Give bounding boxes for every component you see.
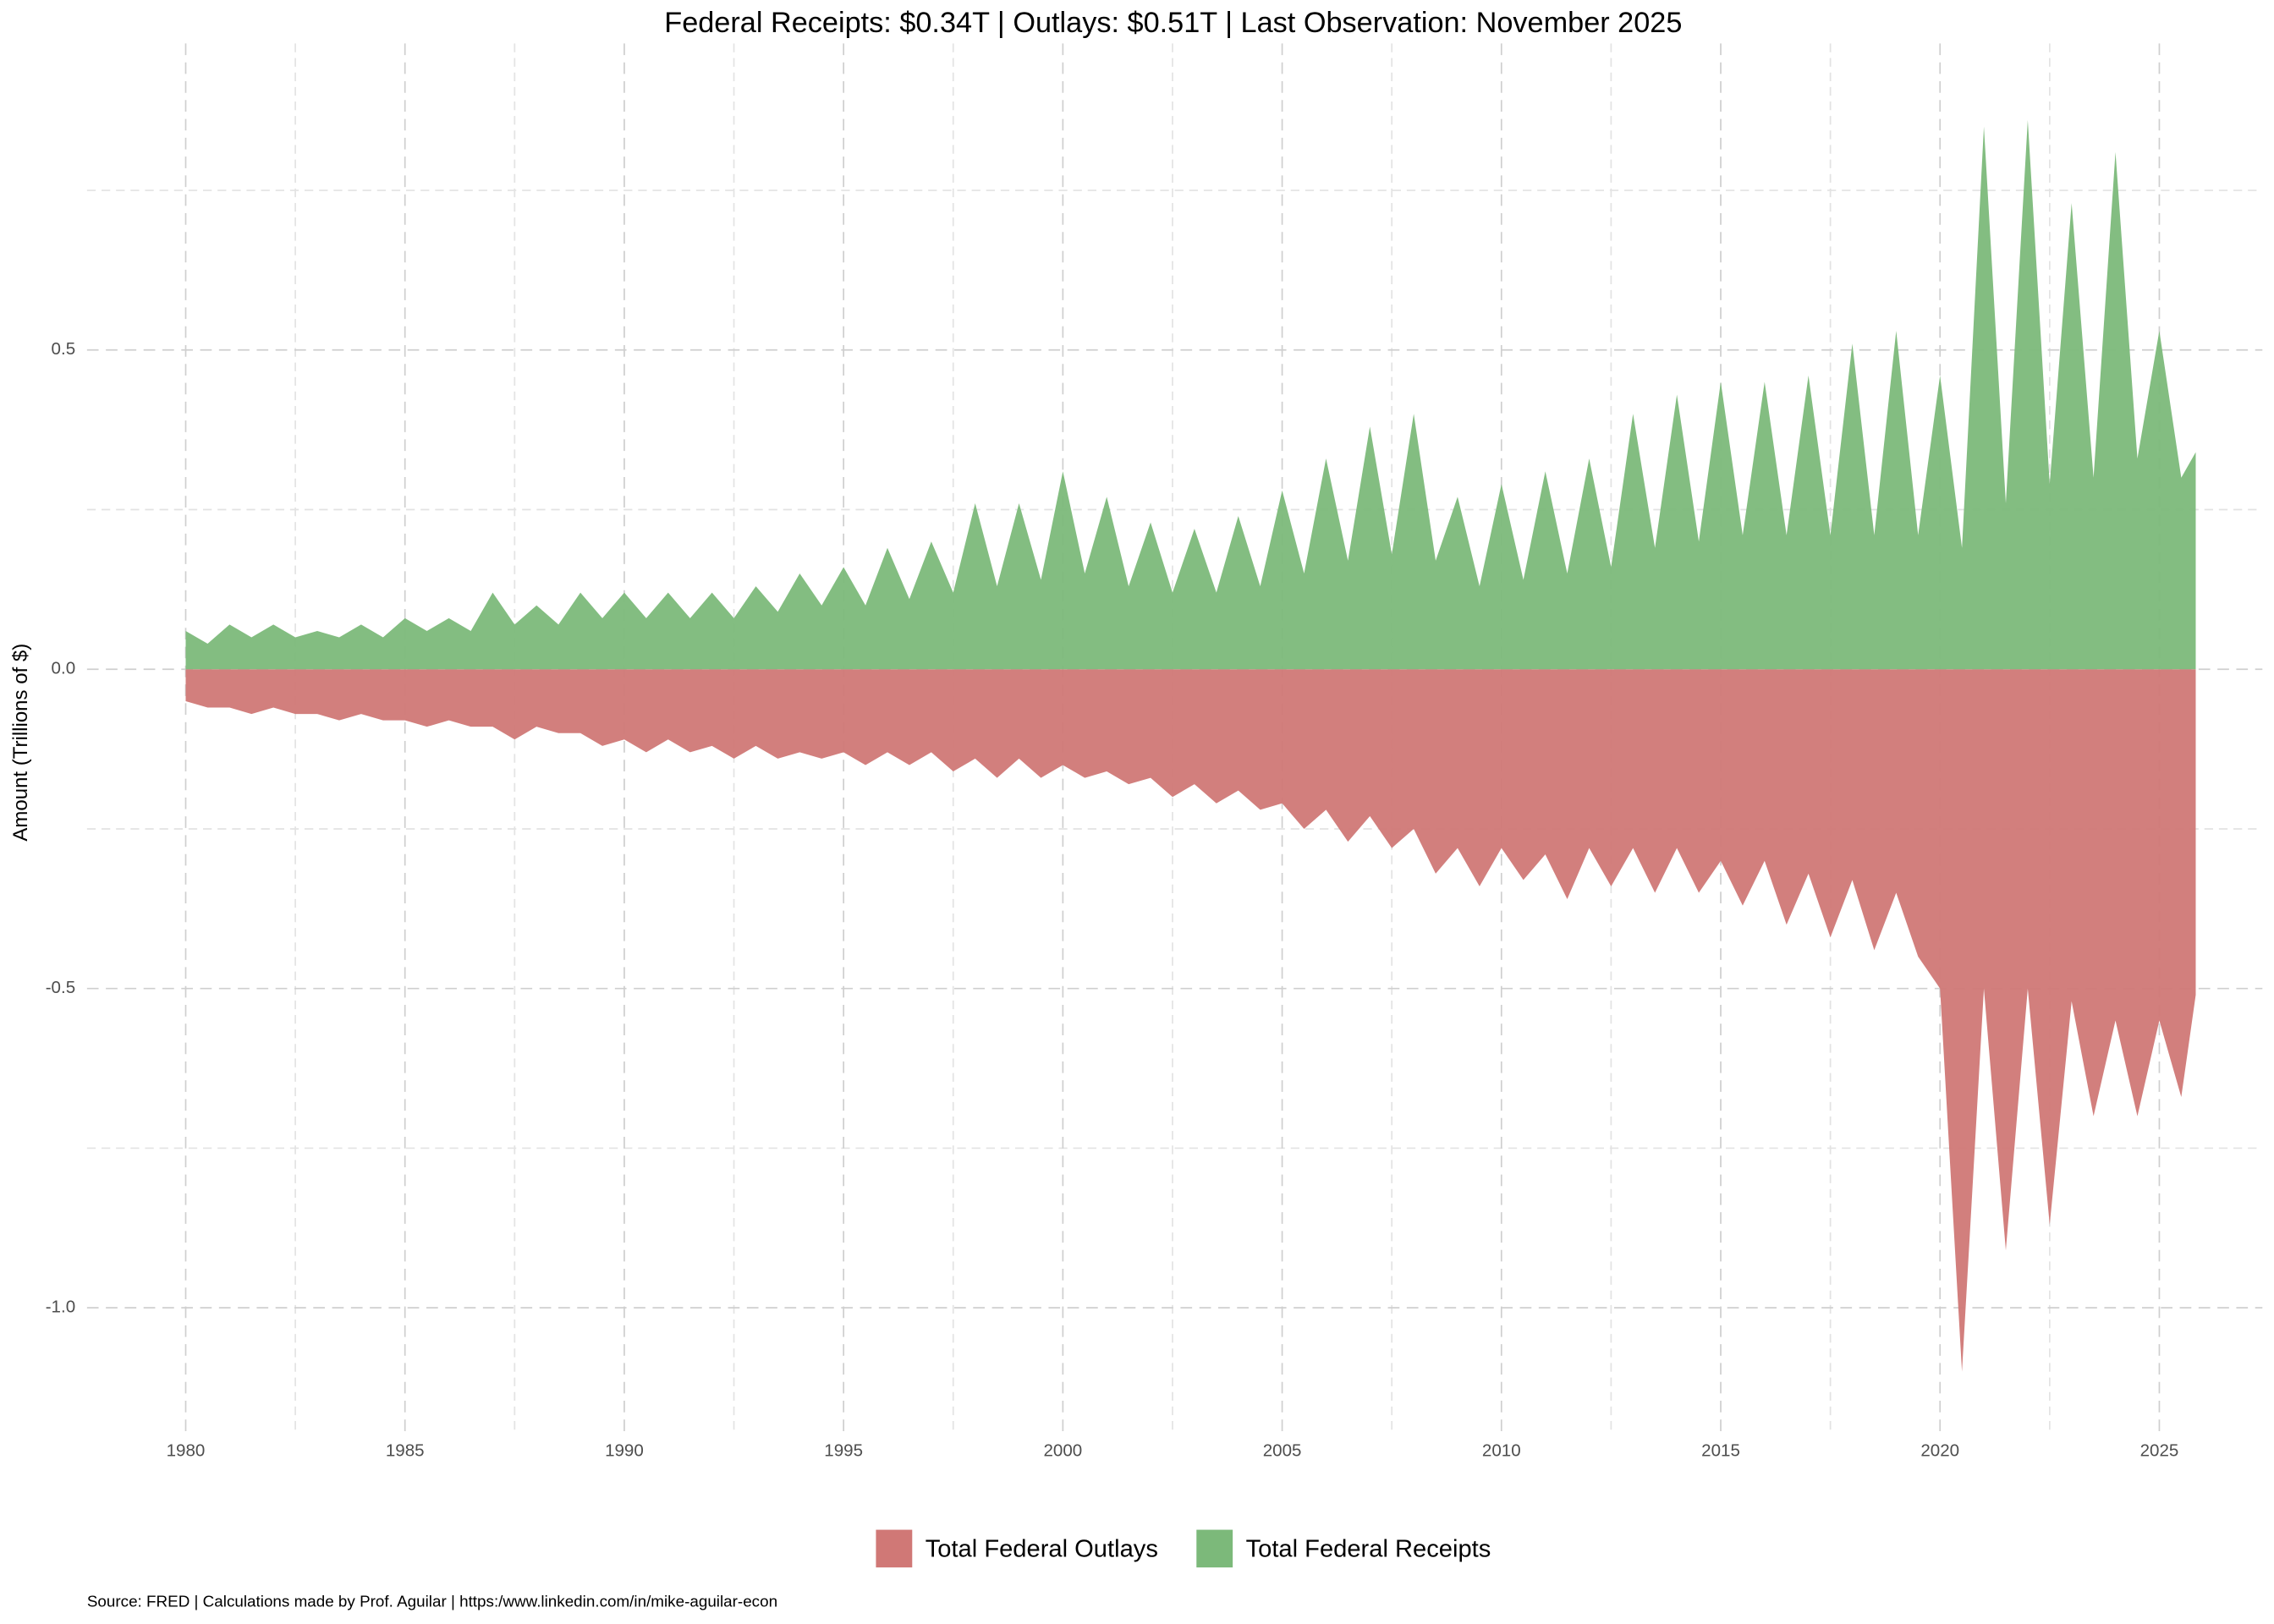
legend-swatch (1196, 1529, 1233, 1568)
area (185, 120, 2196, 670)
y-tick-label: 0.0 (52, 659, 76, 678)
x-tick-label: 2000 (1043, 1440, 1082, 1460)
caption: Source: FRED | Calculations made by Prof… (87, 1592, 777, 1610)
x-tick-label: 1980 (167, 1440, 206, 1460)
x-tick-label: 2010 (1482, 1440, 1521, 1460)
x-tick-label: 2025 (2140, 1440, 2179, 1460)
chart-title: Federal Receipts: $0.34T | Outlays: $0.5… (664, 7, 1682, 39)
legend-swatch (876, 1529, 913, 1568)
y-tick-label: -0.5 (46, 978, 75, 997)
x-tick-label: 2005 (1263, 1440, 1302, 1460)
x-tick-label: 1990 (605, 1440, 644, 1460)
y-tick-label: -1.0 (46, 1298, 75, 1317)
legend-label: Total Federal Outlays (926, 1535, 1158, 1562)
x-tick-label: 1985 (386, 1440, 425, 1460)
y-axis-label: Amount (Trillions of $) (9, 644, 32, 842)
legend-label: Total Federal Receipts (1246, 1535, 1491, 1562)
x-tick-label: 2020 (1920, 1440, 1959, 1460)
area (185, 669, 2196, 1372)
y-tick-label: 0.5 (52, 339, 76, 359)
x-tick-label: 1995 (824, 1440, 863, 1460)
x-tick-label: 2015 (1701, 1440, 1740, 1460)
